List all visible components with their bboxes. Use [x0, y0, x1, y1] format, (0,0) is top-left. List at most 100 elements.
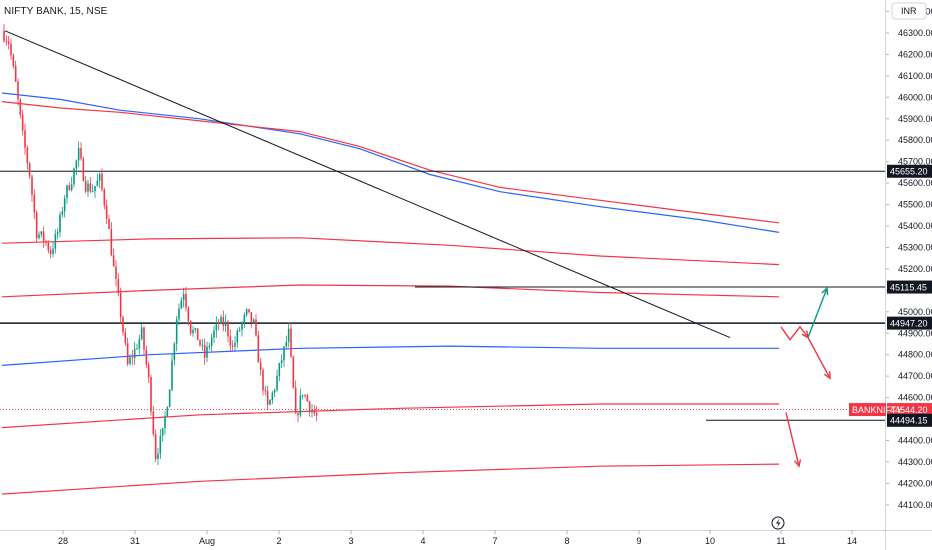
candle-body [315, 413, 318, 416]
candle-body [250, 312, 253, 323]
moving-average-line [1, 403, 779, 429]
candle-body [38, 234, 40, 239]
candle-body [82, 158, 85, 181]
y-tick-label: 45800.00 [898, 135, 932, 145]
candle-body [7, 41, 10, 44]
price-tag[interactable] [887, 316, 932, 330]
x-tick-label: 14 [847, 536, 857, 546]
candle-body [80, 148, 82, 159]
candle-body [75, 160, 78, 169]
candle-body [299, 395, 302, 416]
x-tick-label: 7 [492, 536, 497, 546]
candle-body [266, 391, 269, 405]
candle-body [215, 322, 218, 331]
projection-path [807, 337, 831, 379]
symbol-tag[interactable] [849, 403, 886, 417]
candle-body [105, 205, 108, 219]
candle-body [49, 250, 52, 254]
candle-body [301, 395, 304, 397]
candle-body [33, 194, 36, 213]
candle-body [243, 314, 246, 323]
candle-body [3, 30, 5, 41]
candle-body [21, 114, 24, 131]
candle-body [40, 231, 43, 235]
candle-body [241, 322, 243, 330]
candle-body [164, 416, 166, 429]
x-tick-label: 11 [776, 536, 785, 546]
candle-body [308, 401, 311, 413]
candle-body [157, 453, 159, 459]
candle-body [147, 364, 150, 378]
x-tick-label: 2 [276, 536, 281, 546]
y-tick-label: 44300.00 [898, 457, 932, 467]
candle-body [119, 293, 122, 318]
candle-body [285, 341, 288, 347]
candle-body [52, 248, 54, 254]
candle-body [171, 360, 173, 390]
price-tag[interactable] [887, 280, 932, 294]
candle-body [173, 343, 176, 361]
candle-body [201, 344, 204, 346]
candle-body [108, 218, 110, 229]
candle-body [199, 339, 201, 346]
candle-body [210, 337, 213, 346]
y-tick-label: 45200.00 [898, 264, 932, 274]
candle-body [178, 308, 180, 320]
candle-body [54, 234, 57, 249]
candle-body [238, 329, 241, 331]
candle-body [73, 168, 75, 185]
moving-average-line [1, 284, 780, 298]
candle-body [166, 407, 169, 417]
candle-body [45, 240, 47, 243]
candle-body [94, 186, 96, 192]
moving-average-line [1, 101, 780, 224]
currency-box[interactable] [891, 2, 927, 20]
candle-body [269, 399, 271, 405]
candle-body [194, 328, 197, 330]
arrow-head [821, 286, 829, 296]
price-tag-label: 44494.15 [890, 416, 928, 426]
price-tag[interactable] [887, 164, 932, 178]
candle-body [287, 328, 290, 342]
candle-body [222, 317, 225, 326]
candle-body [255, 319, 257, 336]
candle-body [26, 147, 29, 164]
trendline[interactable] [4, 30, 731, 339]
y-tick-label: 44800.00 [898, 350, 932, 360]
candle-body [122, 317, 124, 333]
moving-average-line [1, 463, 780, 495]
candle-body [84, 180, 87, 192]
price-tag[interactable] [887, 403, 932, 417]
candle-body [159, 435, 162, 454]
candle-body [189, 320, 192, 334]
y-tick-label: 45500.00 [898, 200, 932, 210]
candle-body [145, 349, 148, 365]
x-tick-label: 8 [564, 536, 569, 546]
y-tick-label: 44700.00 [898, 371, 932, 381]
price-tag-label: 44947.20 [890, 318, 928, 328]
candle-body [252, 319, 255, 323]
candle-body [304, 395, 306, 397]
candle-body [110, 228, 113, 256]
candle-body [154, 434, 157, 459]
candle-body [87, 183, 89, 192]
y-tick-label: 46000.00 [898, 92, 932, 102]
candle-body [262, 369, 264, 391]
candle-body [89, 183, 92, 192]
candle-body [236, 330, 239, 343]
x-tick-label: Aug [199, 536, 215, 546]
x-tick-label: 10 [705, 536, 715, 546]
candle-body [203, 344, 206, 358]
y-tick-label: 44200.00 [898, 478, 932, 488]
candle-body [168, 389, 171, 408]
price-tag[interactable] [887, 413, 932, 427]
chart-title: NIFTY BANK, 15, NSE [4, 6, 108, 17]
candle-body [117, 278, 120, 294]
candle-body [294, 387, 297, 414]
y-tick-label: 45300.00 [898, 242, 932, 252]
candle-body [28, 163, 31, 177]
moving-average-line [1, 237, 780, 266]
candle-body [66, 185, 68, 199]
currency-label: INR [901, 6, 917, 16]
